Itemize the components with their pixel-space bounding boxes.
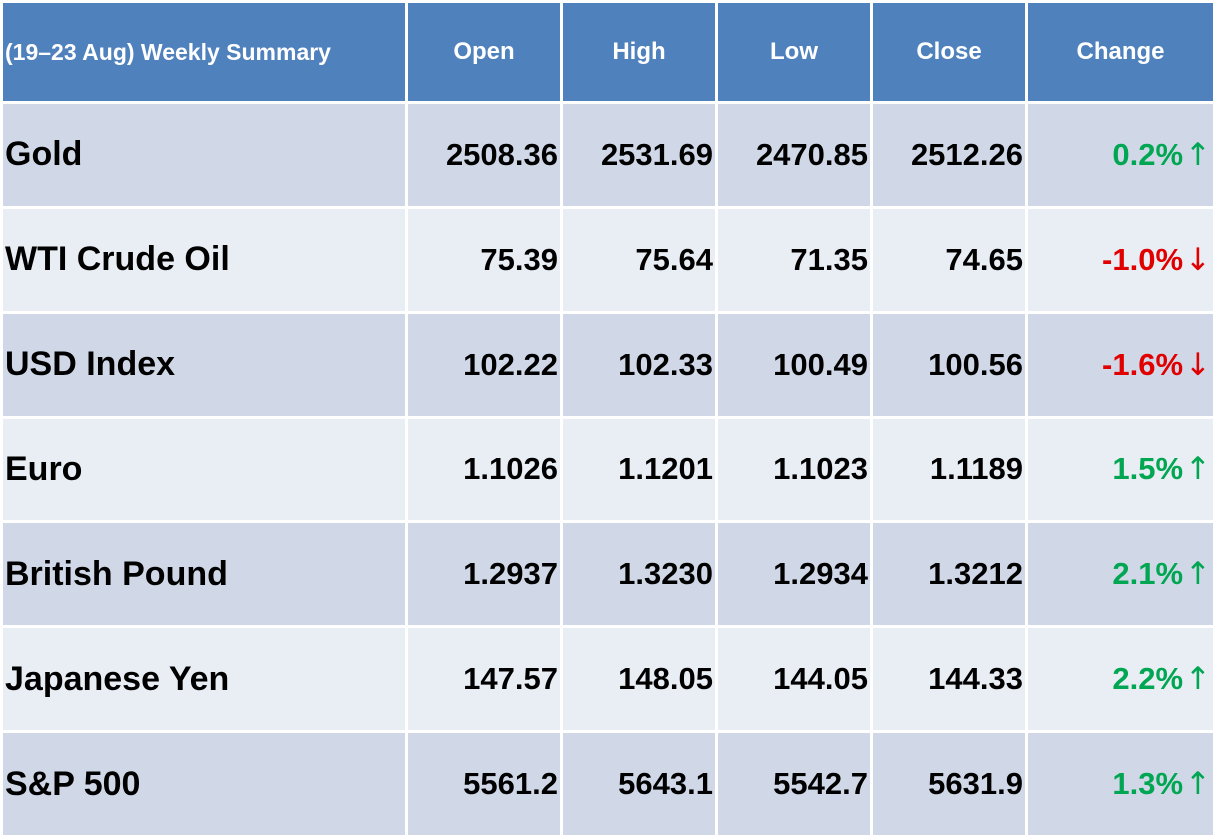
arrow-up-icon: ↑ xyxy=(1185,661,1211,698)
table-row: WTI Crude Oil 75.39 75.64 71.35 74.65 -1.0%↓ xyxy=(3,208,1213,311)
close-cell: 144.33 xyxy=(873,628,1025,731)
high-cell: 5643.1 xyxy=(563,733,715,835)
high-cell: 1.1201 xyxy=(563,418,715,521)
asset-name-cell: S&P 500 xyxy=(3,733,405,835)
arrow-up-icon: ↑ xyxy=(1185,556,1211,593)
table-body: Gold 2508.36 2531.69 2470.85 2512.26 0.2%↑ WTI… xyxy=(3,104,1213,835)
change-cell: -1.6%↓ xyxy=(1028,313,1213,416)
open-cell: 147.57 xyxy=(408,628,560,731)
arrow-down-icon: ↓ xyxy=(1185,241,1211,278)
close-cell: 100.56 xyxy=(873,313,1025,416)
high-cell: 1.3230 xyxy=(563,523,715,626)
open-cell: 1.2937 xyxy=(408,523,560,626)
header-row: (19–23 Aug) Weekly Summary Open High Low… xyxy=(3,3,1213,101)
close-cell: 5631.9 xyxy=(873,733,1025,835)
close-cell: 74.65 xyxy=(873,208,1025,311)
open-cell: 5561.2 xyxy=(408,733,560,835)
table-row: Euro 1.1026 1.1201 1.1023 1.1189 1.5%↑ xyxy=(3,418,1213,521)
open-cell: 75.39 xyxy=(408,208,560,311)
header-open: Open xyxy=(408,3,560,101)
asset-name-cell: Japanese Yen xyxy=(3,628,405,731)
change-value: 1.5% xyxy=(1112,451,1184,487)
change-cell: 0.2%↑ xyxy=(1028,104,1213,206)
change-cell: -1.0%↓ xyxy=(1028,208,1213,311)
asset-name-cell: British Pound xyxy=(3,523,405,626)
open-cell: 1.1026 xyxy=(408,418,560,521)
change-value: 2.2% xyxy=(1112,661,1184,697)
header-close: Close xyxy=(873,3,1025,101)
close-cell: 1.1189 xyxy=(873,418,1025,521)
open-cell: 2508.36 xyxy=(408,104,560,206)
asset-name-cell: WTI Crude Oil xyxy=(3,208,405,311)
arrow-down-icon: ↓ xyxy=(1185,346,1211,383)
table-row: S&P 500 5561.2 5643.1 5542.7 5631.9 1.3%↑ xyxy=(3,733,1213,835)
table-row: Japanese Yen 147.57 148.05 144.05 144.33 2.2%… xyxy=(3,628,1213,731)
high-cell: 2531.69 xyxy=(563,104,715,206)
arrow-up-icon: ↑ xyxy=(1185,451,1211,488)
table-row: USD Index 102.22 102.33 100.49 100.56 -1.6%↓ xyxy=(3,313,1213,416)
low-cell: 1.1023 xyxy=(718,418,870,521)
change-cell: 1.3%↑ xyxy=(1028,733,1213,835)
header-low: Low xyxy=(718,3,870,101)
open-cell: 102.22 xyxy=(408,313,560,416)
high-cell: 102.33 xyxy=(563,313,715,416)
asset-name-cell: Euro xyxy=(3,418,405,521)
header-high: High xyxy=(563,3,715,101)
low-cell: 5542.7 xyxy=(718,733,870,835)
low-cell: 144.05 xyxy=(718,628,870,731)
change-value: -1.6% xyxy=(1102,346,1184,382)
change-value: 1.3% xyxy=(1112,766,1184,802)
arrow-up-icon: ↑ xyxy=(1185,766,1211,803)
change-value: 0.2% xyxy=(1112,136,1184,172)
close-cell: 1.3212 xyxy=(873,523,1025,626)
change-cell: 2.2%↑ xyxy=(1028,628,1213,731)
low-cell: 2470.85 xyxy=(718,104,870,206)
asset-name-cell: Gold xyxy=(3,104,405,206)
change-cell: 2.1%↑ xyxy=(1028,523,1213,626)
low-cell: 100.49 xyxy=(718,313,870,416)
low-cell: 1.2934 xyxy=(718,523,870,626)
header-change: Change xyxy=(1028,3,1213,101)
table-row: British Pound 1.2937 1.3230 1.2934 1.3212 2.1… xyxy=(3,523,1213,626)
change-value: -1.0% xyxy=(1102,241,1184,277)
close-cell: 2512.26 xyxy=(873,104,1025,206)
high-cell: 148.05 xyxy=(563,628,715,731)
table-row: Gold 2508.36 2531.69 2470.85 2512.26 0.2%↑ xyxy=(3,104,1213,206)
header-summary: (19–23 Aug) Weekly Summary xyxy=(3,3,405,101)
change-cell: 1.5%↑ xyxy=(1028,418,1213,521)
asset-name-cell: USD Index xyxy=(3,313,405,416)
change-value: 2.1% xyxy=(1112,556,1184,592)
high-cell: 75.64 xyxy=(563,208,715,311)
arrow-up-icon: ↑ xyxy=(1185,136,1211,173)
low-cell: 71.35 xyxy=(718,208,870,311)
